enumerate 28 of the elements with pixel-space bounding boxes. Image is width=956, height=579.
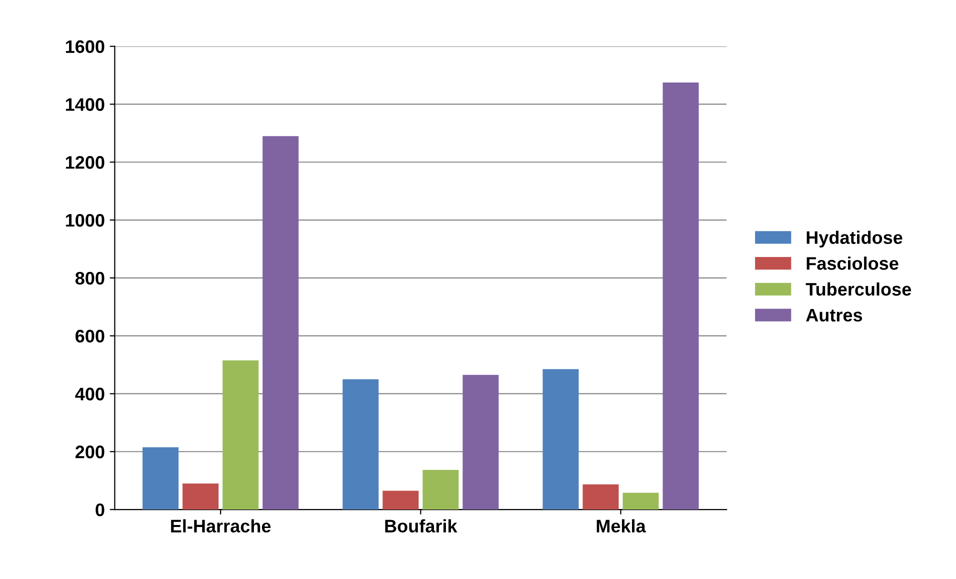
x-tick-label: Mekla	[596, 519, 646, 533]
x-tick-label: El-Harrache	[171, 519, 271, 533]
bar	[222, 360, 259, 510]
bar	[462, 374, 499, 510]
legend-label: Hydatidose	[806, 230, 902, 248]
legend-label: Fasciolose	[806, 256, 898, 270]
x-tick-label: Boufarik	[385, 519, 458, 533]
bar	[382, 490, 419, 510]
y-tick-label: 400	[75, 388, 104, 400]
bar	[422, 470, 459, 510]
legend-label: Autres	[806, 308, 862, 322]
y-tick-label: 1600	[66, 40, 104, 54]
bar	[262, 136, 299, 510]
y-tick-label: 600	[76, 330, 104, 343]
bar	[622, 492, 659, 510]
y-tick-label: 1400	[66, 98, 104, 111]
y-tick-label: 800	[75, 272, 104, 285]
bar	[142, 447, 179, 510]
y-tick-label: 1200	[66, 156, 104, 169]
y-tick-label: 0	[96, 503, 104, 516]
legend-label: Tuberculose	[806, 282, 912, 296]
bar	[542, 369, 579, 510]
bar	[582, 484, 619, 510]
bar	[662, 82, 699, 510]
bar	[182, 483, 219, 510]
y-tick-label: 1000	[66, 214, 104, 227]
bar	[342, 379, 379, 510]
y-tick-label: 200	[76, 446, 104, 458]
